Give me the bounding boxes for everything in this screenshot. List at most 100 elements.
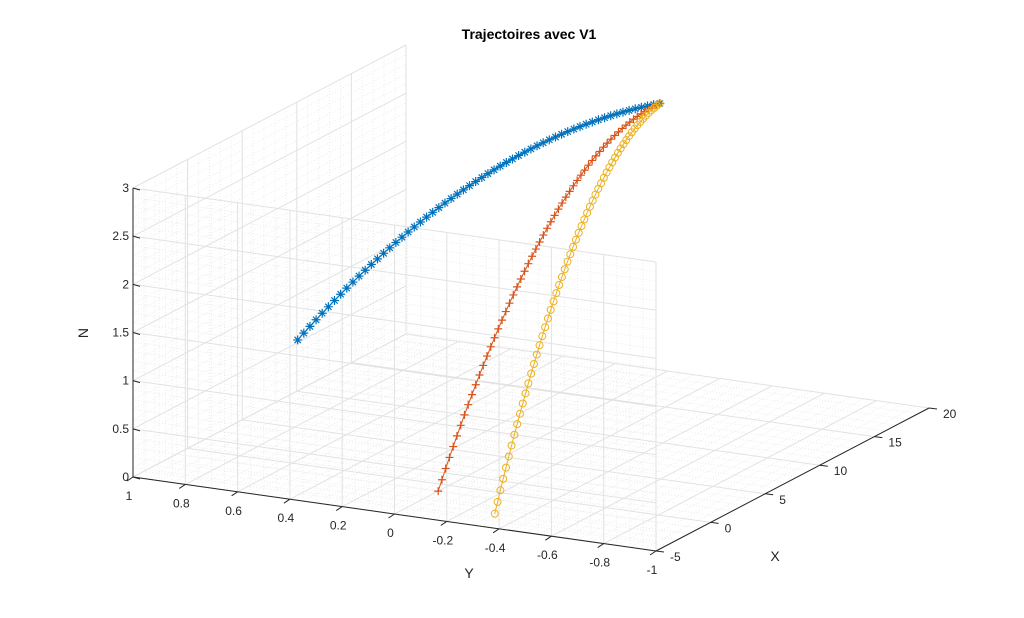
data-point [391,237,401,247]
floor-minor-grid-line [472,381,747,526]
y-tick-label: -1 [647,563,658,577]
data-point [510,430,519,439]
back-wall-minor-grid-line [132,63,407,208]
x-tick-label: -5 [670,550,681,564]
data-point [490,509,499,518]
x-tick [928,407,938,410]
y-tick [283,498,291,504]
floor-minor-grid-line [276,353,551,498]
data-point [532,350,541,359]
data-point [644,108,653,117]
data-point [329,295,339,305]
data-point [539,231,548,240]
data-point [317,308,327,318]
data-point [543,224,552,233]
data-point [477,173,487,183]
data-point [372,254,382,264]
label-layer: -50510152010.80.60.40.20-0.2-0.4-0.6-0.8… [112,181,956,577]
data-point [573,176,582,185]
data-point [452,189,462,199]
data-point [483,169,493,179]
data-point [456,421,465,430]
data-point [647,106,656,115]
data-point [460,410,469,419]
data-point [495,161,505,171]
data-point [580,215,589,224]
y-tick [231,491,238,497]
z-tick [132,332,141,335]
back-wall-minor-grid-line [132,295,407,439]
floor-minor-grid-line [224,346,498,491]
x-tick [655,550,665,553]
data-point [643,101,653,111]
data-point [501,307,510,316]
x-tick [819,464,828,467]
data-point [529,360,538,369]
data-point [528,252,537,261]
data-point [513,282,522,291]
back-wall-minor-grid-line [132,314,407,459]
data-point [520,147,530,157]
back-wall-minor-grid-line [132,179,407,324]
y-tick-label: -0.4 [485,541,506,555]
back-wall-minor-grid-line [132,73,407,218]
data-point [614,127,623,136]
data-point [549,297,558,306]
z-tick-label: 1.5 [112,326,129,340]
data-point [593,115,603,125]
data-point [588,156,597,165]
data-point [360,265,370,275]
data-point [630,104,640,114]
data-point [479,361,488,370]
data-point [584,161,593,170]
back-wall-grid-line [132,333,407,478]
y-tick [649,550,657,556]
data-point [471,177,481,187]
x-tick [765,493,774,496]
floor-grid-line [551,392,825,537]
x-tick-label: 5 [779,493,786,507]
z-axis-label: N [75,328,91,338]
data-point [489,165,499,175]
z-tick-label: 0 [122,470,129,484]
data-point [354,271,364,281]
data-point [550,211,559,220]
floor-minor-grid-line [577,396,851,541]
floor-minor-grid-line [250,350,524,495]
series-line [297,102,660,341]
axes-layer [126,187,938,556]
floor-grid-line [498,385,773,530]
data-point [558,199,567,208]
data-point [409,222,419,232]
data-point [452,431,461,440]
floor-minor-grid-line [511,387,786,532]
data-point [428,207,438,217]
y-tick-label: 0.4 [278,511,295,525]
data-point [342,283,352,293]
data-point [606,111,616,121]
y-tick [597,543,604,549]
floor-minor-grid-line [158,337,433,482]
data-point [385,243,395,253]
back-wall-minor-grid-line [132,83,407,227]
data-point [348,277,358,287]
floor-grid-line [185,340,459,485]
floor-minor-grid-line [459,379,734,524]
data-point [422,212,432,222]
back-wall-grid-line [132,285,407,430]
z-tick [132,187,141,191]
series-2 [434,99,664,496]
data-point [446,194,456,204]
back-wall-minor-grid-line [132,227,407,372]
data-point [574,228,583,237]
data-point [434,487,443,496]
data-point [505,299,514,308]
z-tick [132,380,141,384]
x-tick-label: 10 [834,464,848,478]
back-wall-minor-grid-line [132,198,407,343]
data-point [535,341,544,350]
data-point [580,166,589,175]
y-tick [335,506,343,512]
back-wall-grid-line [132,189,407,333]
